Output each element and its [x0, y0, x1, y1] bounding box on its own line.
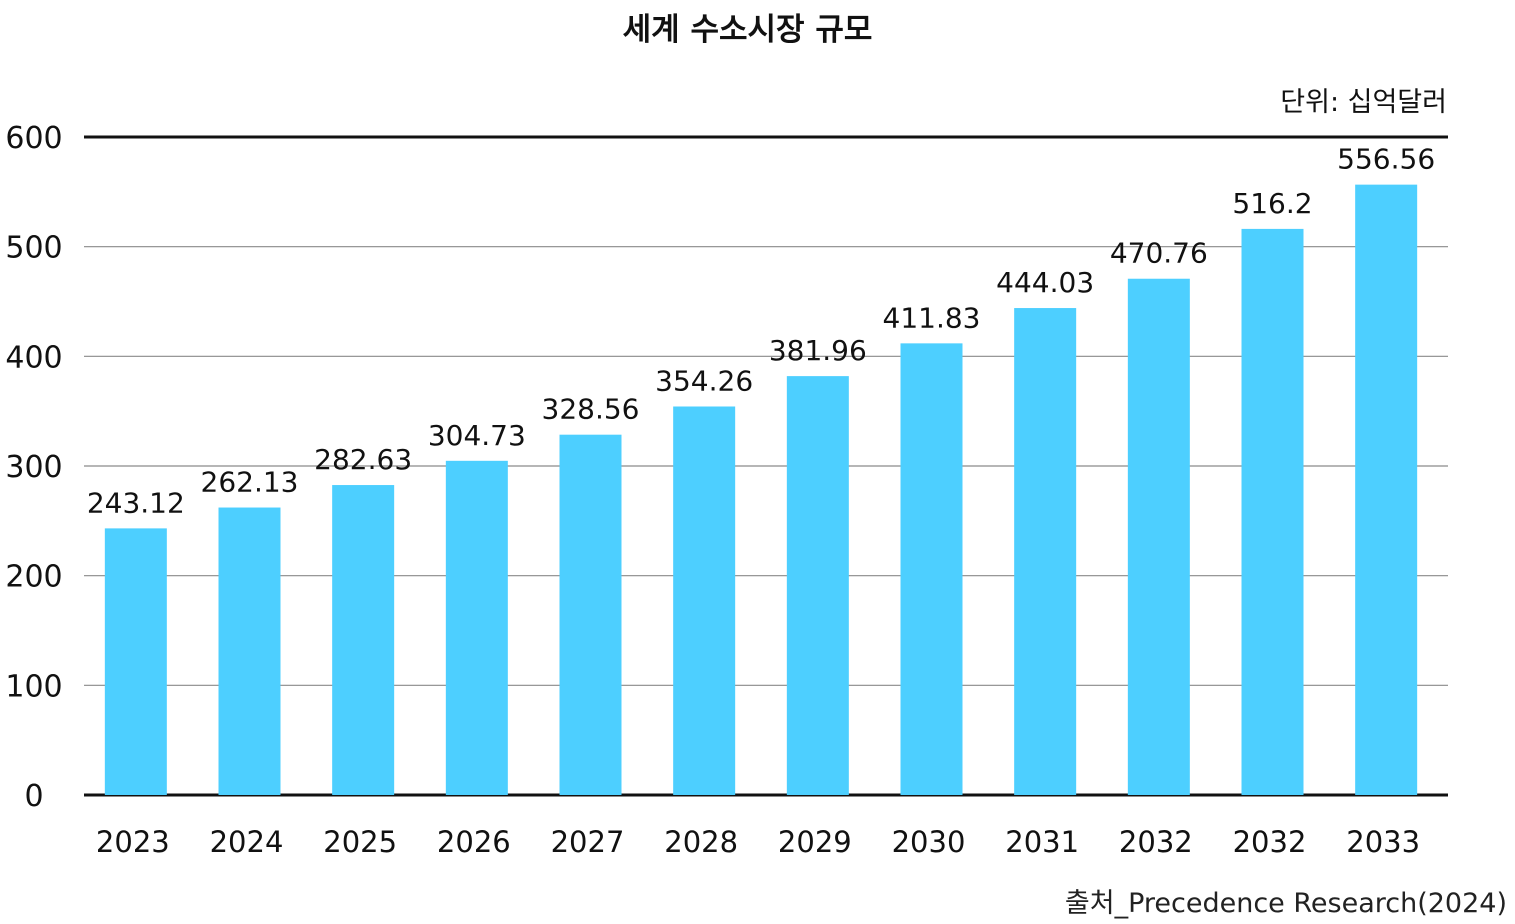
y-tick-label: 600: [5, 121, 62, 156]
x-tick-label: 2023: [96, 825, 170, 859]
source-note: 출처_Precedence Research(2024): [1064, 888, 1507, 919]
x-tick-label: 2031: [1005, 825, 1079, 859]
bars: [104, 184, 1418, 796]
bar: [1241, 228, 1304, 796]
bar: [786, 376, 849, 795]
data-label: 556.56: [1337, 143, 1435, 176]
gridlines: [84, 135, 1448, 797]
x-tick-label: 2032: [1119, 825, 1193, 859]
x-tick-label: 2024: [210, 825, 284, 859]
x-axis-ticks: 2023 2024 2025 2026 2027 2028 2029 2030 2031 2032…: [96, 825, 1420, 859]
data-labels: 243.12 262.13 282.63 304.73 328.56 354.26 381.…: [87, 143, 1435, 520]
data-label: 411.83: [883, 301, 981, 334]
y-tick-label: 400: [5, 340, 62, 375]
x-tick-label: 2032: [1233, 825, 1307, 859]
bar: [673, 406, 736, 795]
unit-label: 단위: 십억달러: [1280, 87, 1447, 118]
bar: [1355, 184, 1418, 795]
data-label: 354.26: [655, 364, 753, 397]
x-tick-label: 2033: [1346, 825, 1420, 859]
bar: [104, 528, 167, 795]
bar: [1014, 308, 1077, 795]
x-tick-label: 2025: [323, 825, 397, 859]
x-tick-label: 2028: [664, 825, 738, 859]
chart-title: 세계 수소시장 규모: [622, 12, 873, 48]
x-tick-label: 2027: [551, 825, 625, 859]
y-tick-label: 300: [5, 450, 62, 485]
bar: [559, 434, 622, 795]
data-label: 470.76: [1110, 237, 1208, 270]
y-tick-label: 100: [5, 669, 62, 704]
x-tick-label: 2029: [778, 825, 852, 859]
data-label: 381.96: [769, 334, 867, 367]
bar: [445, 460, 508, 795]
bar: [900, 343, 963, 795]
data-label: 444.03: [996, 266, 1094, 299]
x-tick-label: 2026: [437, 825, 511, 859]
y-tick-label: 200: [5, 560, 62, 595]
y-axis-ticks: 0 100 200 300 400 500 600: [5, 121, 62, 814]
data-label: 262.13: [201, 466, 299, 499]
bar: [332, 485, 395, 795]
y-tick-label: 0: [24, 779, 43, 814]
data-label: 282.63: [314, 443, 412, 476]
y-tick-label: 500: [5, 231, 62, 266]
data-label: 328.56: [542, 393, 640, 426]
data-label: 243.12: [87, 486, 185, 519]
bar: [1127, 278, 1190, 796]
bar: [218, 507, 281, 795]
x-tick-label: 2030: [892, 825, 966, 859]
data-label: 516.2: [1232, 187, 1312, 220]
data-label: 304.73: [428, 419, 526, 452]
